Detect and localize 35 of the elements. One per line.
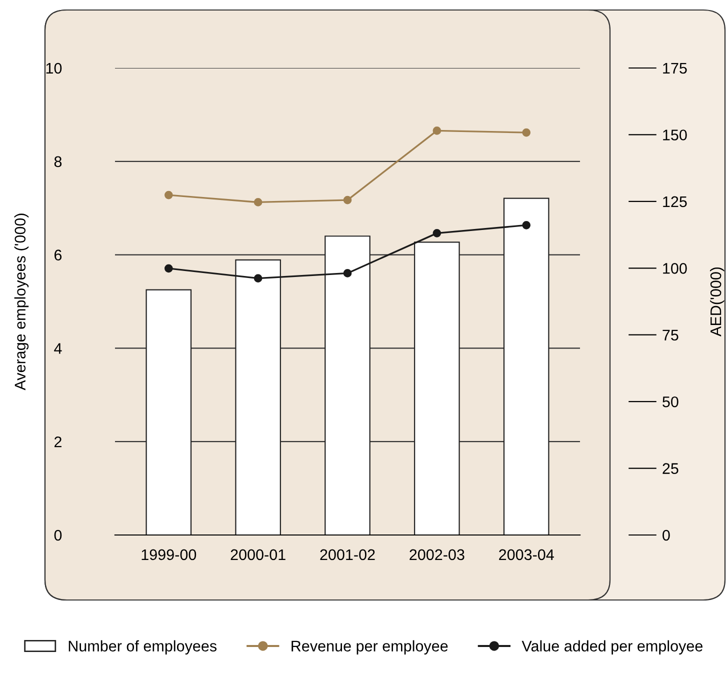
point: [522, 128, 531, 137]
x-tick-label: 2000-01: [230, 549, 286, 560]
point: [432, 229, 442, 238]
point: [343, 269, 352, 278]
x-tick-label: 2002-03: [410, 549, 464, 560]
y-tick-label: 8: [54, 156, 62, 168]
y-tick-label: 10: [46, 62, 62, 74]
y-tick-label: 6: [54, 250, 62, 260]
y2-tick-label: 150: [663, 130, 687, 140]
y2-tick-label: 50: [662, 396, 678, 408]
y2-tick-label: 175: [663, 63, 687, 74]
legend-label: Number of employees: [68, 640, 217, 654]
legend-label: Value added per employee: [522, 640, 702, 654]
x-tick-label: 1999-00: [142, 549, 196, 560]
point: [432, 126, 442, 135]
y-axis-title: Average employees ('000): [14, 214, 29, 390]
x-tick-label: 2001-02: [320, 549, 375, 560]
x-tick-label: 2003-04: [499, 549, 554, 560]
y2-tick-label: 100: [663, 263, 687, 274]
point: [254, 198, 262, 206]
y2-axis-title: AED('000): [710, 267, 724, 336]
y-tick-label: 2: [54, 436, 62, 448]
y2-tick-label: 125: [663, 196, 687, 208]
point: [522, 221, 531, 230]
point: [164, 264, 173, 273]
bar: [146, 289, 192, 535]
point: [343, 196, 352, 204]
legend-label: Revenue per employee: [292, 640, 448, 654]
point: [254, 274, 262, 282]
y-tick-label: 0: [54, 530, 62, 541]
y2-tick-label: 75: [662, 330, 678, 341]
y2-tick-label: 25: [662, 463, 678, 474]
y2-tick-label: 0: [662, 530, 670, 541]
point: [164, 190, 173, 200]
y-tick-label: 4: [54, 343, 62, 354]
